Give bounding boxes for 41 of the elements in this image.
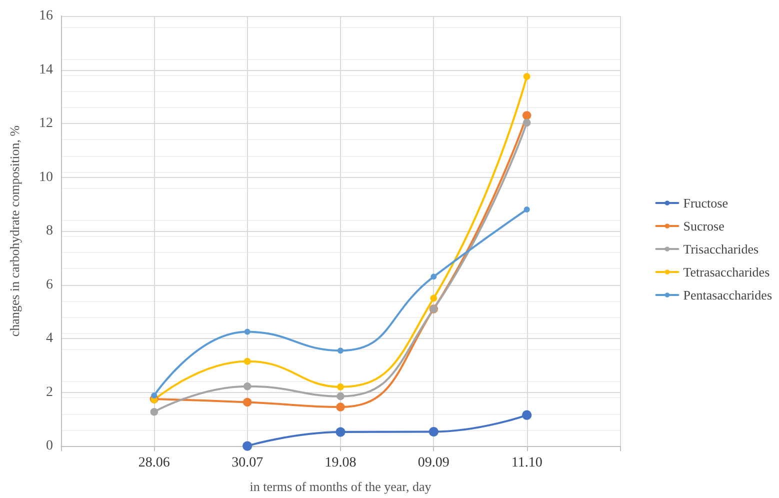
point (430, 274, 437, 280)
point (428, 426, 438, 437)
point (522, 410, 532, 420)
point (522, 118, 531, 127)
point (244, 358, 251, 365)
y-tick-label: 14 (39, 62, 53, 78)
point (336, 392, 344, 400)
y-tick-label: 2 (46, 384, 53, 400)
x-tick-label: 28.06 (138, 456, 170, 470)
point (150, 408, 158, 416)
legend-label: Tetrasaccharides (683, 264, 770, 280)
point (338, 348, 344, 354)
y-tick-label: 16 (39, 8, 53, 24)
point (151, 392, 158, 398)
point (522, 111, 532, 120)
y-tick-label: 0 (46, 438, 53, 454)
legend-label: Trisaccharides (683, 242, 759, 256)
x-tick-label: 30.07 (232, 456, 264, 470)
x-tick-label: 19.08 (324, 456, 356, 470)
point (242, 398, 252, 407)
y-tick-label: 12 (39, 116, 53, 131)
legend-label: Sucrose (683, 218, 725, 234)
point (524, 206, 530, 212)
y-tick-label: 8 (46, 224, 53, 238)
legend-label: Fructose (683, 196, 728, 210)
point (244, 328, 250, 335)
x-axis-title: in terms of months of the year, day (250, 479, 432, 494)
x-tick-label: 09.09 (418, 456, 450, 470)
point (242, 441, 252, 451)
point (336, 402, 345, 412)
y-tick-label: 6 (46, 277, 53, 292)
y-axis-title: changes in carbohydrate composition, % (7, 125, 22, 337)
point (243, 382, 252, 390)
point (430, 294, 438, 302)
y-tick-label: 4 (46, 331, 53, 346)
point (336, 427, 346, 437)
point (337, 383, 344, 390)
point (523, 73, 530, 80)
legend-label: Pentasaccharides (683, 288, 772, 302)
x-tick-label: 11.10 (511, 456, 542, 470)
y-tick-label: 10 (39, 170, 53, 185)
